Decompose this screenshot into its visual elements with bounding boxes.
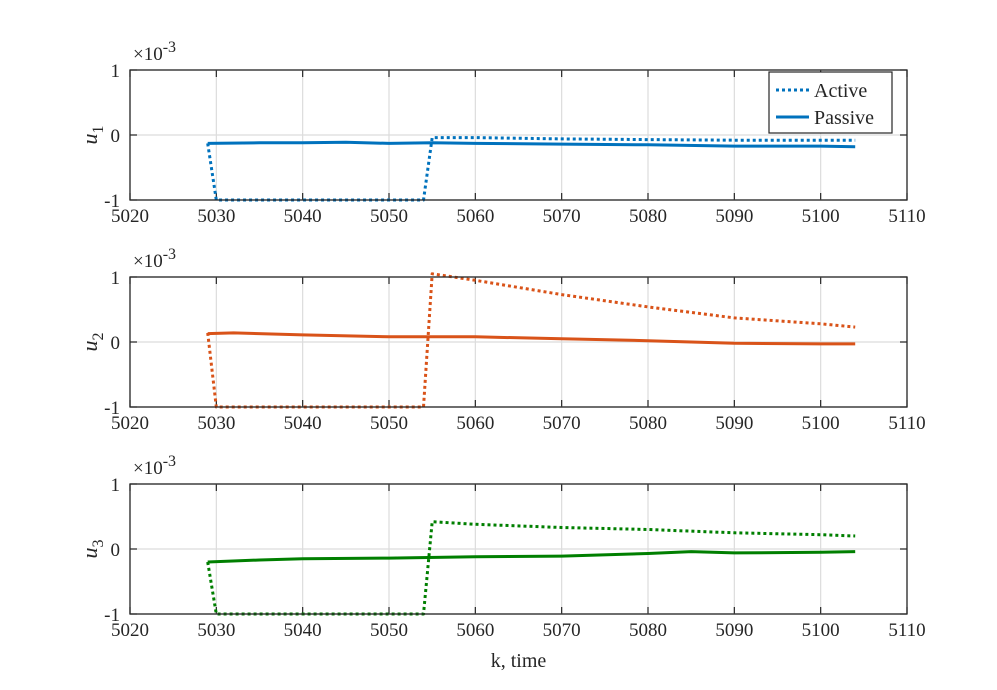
x-tick-label: 5040 — [284, 620, 322, 641]
x-tick-label: 5040 — [284, 413, 322, 434]
y-tick-label: -1 — [104, 605, 120, 626]
x-tick-label: 5070 — [543, 620, 581, 641]
exponent-base: ×10 — [133, 251, 163, 272]
y-axis-label-base: u — [77, 548, 102, 559]
subplot-1: 5020 5030 5040 5050 5060 5070 5080 5090 5100 5110… — [77, 39, 926, 227]
y-tick-label: 1 — [111, 61, 121, 82]
x-tick-label: 5050 — [370, 413, 408, 434]
subplot-2: 5020 5030 5040 5050 5060 5070 5080 5090 5100 5110… — [77, 246, 926, 434]
x-tick-label: 5020 — [111, 413, 149, 434]
axes-frame — [129, 69, 908, 201]
exponent-label: ×10-3 — [133, 246, 176, 272]
legend-label-passive: Passive — [814, 107, 874, 129]
series-line-passive — [207, 550, 856, 564]
x-tick-label: 5080 — [629, 620, 667, 641]
exponent-base: ×10 — [133, 44, 163, 65]
exponent-label: ×10-3 — [133, 39, 176, 65]
y-tick-label: -1 — [104, 398, 120, 419]
x-tick-label: 5030 — [197, 206, 235, 227]
y-axis-label-base: u — [77, 134, 102, 145]
x-tick-label: 5070 — [543, 413, 581, 434]
x-tick-label: 5050 — [370, 206, 408, 227]
y-tick-label: 0 — [111, 333, 121, 354]
series-line-passive — [207, 331, 856, 346]
x-tick-label: 5110 — [888, 206, 925, 227]
series-line-active — [206, 272, 856, 409]
x-tick-label: 5070 — [543, 206, 581, 227]
x-tick-label: 5080 — [629, 413, 667, 434]
x-tick-label: 5110 — [888, 620, 925, 641]
subplot-3: 5020 5030 5040 5050 5060 5070 5080 5090 5100 5110… — [77, 453, 926, 672]
y-axis-label: u3 — [77, 540, 107, 559]
y-axis-label: u1 — [77, 126, 107, 145]
exponent-base: ×10 — [133, 458, 163, 479]
x-axis-label: k, time — [491, 650, 547, 672]
x-tick-label: 5110 — [888, 413, 925, 434]
y-tick-label: 1 — [111, 475, 121, 496]
exponent-power: -3 — [163, 39, 176, 56]
exponent-power: -3 — [163, 246, 176, 263]
x-tick-label: 5090 — [715, 413, 753, 434]
x-tick-label: 5020 — [111, 206, 149, 227]
x-tick-label: 5100 — [802, 620, 840, 641]
y-axis-label: u2 — [77, 333, 107, 352]
axes-frame — [129, 276, 908, 408]
x-tick-label: 5060 — [456, 620, 494, 641]
exponent-power: -3 — [163, 453, 176, 470]
x-tick-label: 5090 — [715, 206, 753, 227]
subplots: 5020 5030 5040 5050 5060 5070 5080 5090 5100 5110… — [77, 39, 926, 672]
x-tick-label: 5090 — [715, 620, 753, 641]
x-tick-label: 5050 — [370, 620, 408, 641]
x-tick-label: 5030 — [197, 620, 235, 641]
y-axis-label-base: u — [77, 341, 102, 352]
legend-label-active: Active — [814, 80, 867, 102]
exponent-label: ×10-3 — [133, 453, 176, 479]
x-tick-label: 5020 — [111, 620, 149, 641]
y-axis-label-subscript: 3 — [90, 540, 107, 548]
x-tick-label: 5080 — [629, 206, 667, 227]
y-axis-label-subscript: 2 — [90, 333, 107, 341]
x-tick-label: 5100 — [802, 413, 840, 434]
y-tick-label: 1 — [111, 268, 121, 289]
y-tick-label: -1 — [104, 191, 120, 212]
x-tick-label: 5100 — [802, 206, 840, 227]
legend-box — [768, 71, 893, 134]
x-tick-label: 5040 — [284, 206, 322, 227]
x-tick-label: 5030 — [197, 413, 235, 434]
series-line-passive — [207, 140, 856, 149]
x-tick-label: 5060 — [456, 413, 494, 434]
axes-frame — [129, 483, 908, 615]
y-axis-label-subscript: 1 — [90, 126, 107, 134]
y-tick-label: 0 — [111, 540, 121, 561]
y-tick-label: 0 — [111, 126, 121, 147]
legend: Active Passive — [768, 71, 893, 134]
x-tick-label: 5060 — [456, 206, 494, 227]
